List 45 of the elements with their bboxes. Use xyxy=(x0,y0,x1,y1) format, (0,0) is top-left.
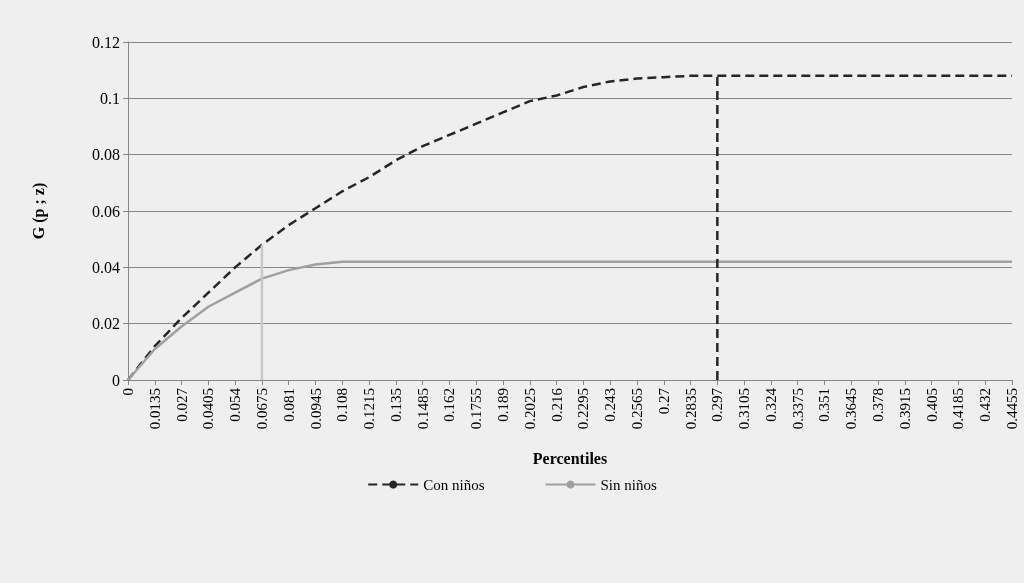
x-tick-label: 0.4455 xyxy=(1004,388,1020,430)
y-tick-label: 0.04 xyxy=(92,258,120,276)
x-tick-label: 0.0945 xyxy=(307,388,324,430)
y-tick-label: 0.02 xyxy=(92,315,120,333)
x-tick-label: 0.1755 xyxy=(468,388,485,430)
x-tick-label: 0.432 xyxy=(977,388,994,422)
x-tick-label: 0.351 xyxy=(816,388,833,422)
x-tick-label: 0.108 xyxy=(334,388,351,422)
x-tick-label: 0.2025 xyxy=(521,388,538,430)
x-tick-label: 0.3105 xyxy=(736,388,753,430)
x-tick-label: 0.081 xyxy=(280,388,297,422)
x-tick-label: 0.162 xyxy=(441,388,458,422)
x-tick-label: 0.2565 xyxy=(628,388,645,430)
x-tick-label: 0.324 xyxy=(762,387,779,422)
x-tick-label: 0.0135 xyxy=(146,388,163,430)
x-tick-label: 0.4185 xyxy=(950,388,967,430)
x-tick-label: 0.189 xyxy=(495,388,512,422)
y-tick-label: 0.1 xyxy=(100,89,120,107)
x-tick-label: 0.27 xyxy=(655,387,672,415)
x-tick-label: 0.027 xyxy=(173,387,190,422)
x-tick-label: 0.3645 xyxy=(843,388,860,430)
x-tick-label: 0.297 xyxy=(709,387,726,422)
x-tick-label: 0.2835 xyxy=(682,388,699,430)
x-tick-label: 0.2295 xyxy=(575,388,592,430)
y-tick-label: 0.08 xyxy=(92,146,120,164)
x-tick-label: 0.216 xyxy=(548,387,565,422)
x-tick-label: 0.243 xyxy=(602,388,619,422)
x-tick-label: 0.3375 xyxy=(789,388,806,430)
x-tick-label: 0.1215 xyxy=(361,388,378,430)
y-axis-title: G (p ; z) xyxy=(29,182,48,240)
x-tick-label: 0.0675 xyxy=(253,388,270,430)
y-tick-label: 0.06 xyxy=(92,202,120,220)
legend-label: Con niños xyxy=(423,476,485,493)
x-tick-label: 0.405 xyxy=(923,388,940,422)
x-tick-label: 0 xyxy=(120,388,136,396)
x-tick-label: 0.1485 xyxy=(414,388,431,430)
y-tick-label: 0 xyxy=(112,371,120,389)
y-tick-label: 0.12 xyxy=(92,33,120,51)
x-tick-label: 0.054 xyxy=(227,387,244,422)
x-tick-label: 0.378 xyxy=(870,388,887,422)
x-tick-label: 0.135 xyxy=(387,388,404,422)
x-tick-label: 0.3915 xyxy=(896,388,913,430)
x-tick-label: 0.0405 xyxy=(200,388,217,430)
legend-label: Sin niños xyxy=(600,476,657,493)
x-axis-title: Percentiles xyxy=(532,449,608,467)
